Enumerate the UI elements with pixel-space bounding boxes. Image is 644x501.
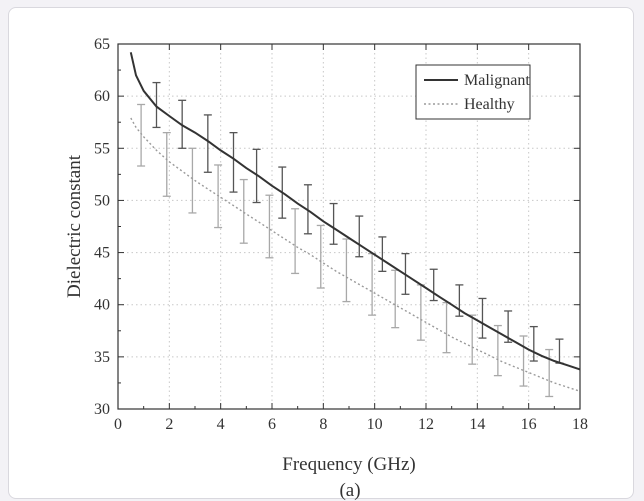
grid [118,44,580,409]
y-tick-label: 60 [94,88,110,105]
y-tick-label: 35 [94,349,110,366]
x-tick-label: 14 [469,416,485,433]
series-line-malignant [129,52,581,371]
x-tick-label: 10 [367,416,383,433]
panel-label: (a) [339,480,360,501]
y-tick-label: 30 [94,401,110,418]
y-axis-title: Dielectric constant [64,154,85,298]
legend-label-healthy: Healthy [464,96,515,113]
x-tick-label: 8 [319,416,327,433]
y-tick-label: 55 [94,140,110,157]
y-tick-label: 50 [94,192,110,209]
x-tick-label: 4 [217,416,225,433]
axis-ticks: 0 2 4 6 8 10 12 14 16 18 30 35 40 45 50 55 60 65 [94,36,588,433]
x-tick-label: 16 [521,416,537,433]
y-tick-label: 65 [94,36,110,53]
series-lines [129,52,581,392]
x-axis-title: Frequency (GHz) [282,454,415,475]
legend-box [415,64,531,120]
legend-label-malignant: Malignant [464,72,530,89]
x-tick-label: 18 [572,416,588,433]
series-line-healthy [130,117,581,392]
legend: Malignant Healthy [415,64,531,120]
x-tick-label: 6 [268,416,276,433]
x-tick-label: 12 [418,416,434,433]
x-tick-label: 0 [114,416,122,433]
x-tick-label: 2 [165,416,173,433]
y-tick-label: 45 [94,245,110,262]
y-tick-label: 40 [94,297,110,314]
